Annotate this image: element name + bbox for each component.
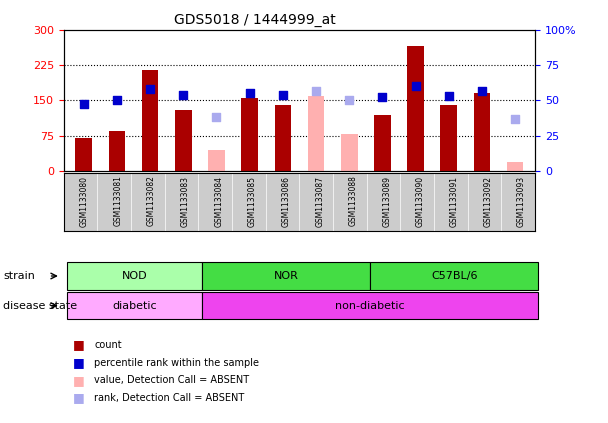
Text: count: count (94, 340, 122, 350)
Text: disease state: disease state (3, 301, 77, 310)
Text: GSM1133080: GSM1133080 (80, 176, 89, 227)
Text: GSM1133087: GSM1133087 (315, 176, 324, 227)
Text: GSM1133088: GSM1133088 (349, 176, 358, 226)
Point (212, 114, 221, 121)
Point (378, 94, 387, 101)
Point (145, 85, 155, 92)
Bar (241, 98, 258, 171)
Point (411, 83, 421, 90)
Bar (374, 115, 391, 171)
Bar (474, 93, 490, 171)
Point (344, 97, 354, 104)
Text: GSM1133082: GSM1133082 (147, 176, 156, 226)
Bar (407, 46, 424, 171)
Bar (142, 70, 159, 171)
Point (245, 90, 255, 97)
Bar (341, 134, 358, 171)
Text: GSM1133093: GSM1133093 (517, 176, 526, 227)
Point (510, 116, 520, 123)
Text: GSM1133085: GSM1133085 (248, 176, 257, 227)
Point (178, 91, 188, 98)
Bar (75, 138, 92, 171)
Text: GSM1133090: GSM1133090 (416, 176, 425, 227)
Point (278, 91, 288, 98)
Text: NOD: NOD (122, 271, 147, 281)
Text: strain: strain (3, 271, 35, 281)
Point (477, 88, 487, 94)
Point (112, 97, 122, 104)
Text: ■: ■ (73, 338, 85, 351)
Bar (275, 105, 291, 171)
Text: GDS5018 / 1444999_at: GDS5018 / 1444999_at (174, 13, 336, 27)
Point (311, 88, 321, 94)
Text: NOR: NOR (274, 271, 299, 281)
Bar (175, 110, 192, 171)
Text: rank, Detection Call = ABSENT: rank, Detection Call = ABSENT (94, 393, 244, 403)
Point (444, 92, 454, 99)
Bar (308, 96, 324, 171)
Text: GSM1133089: GSM1133089 (382, 176, 392, 227)
Bar (208, 150, 225, 171)
Text: percentile rank within the sample: percentile rank within the sample (94, 357, 259, 368)
Text: value, Detection Call = ABSENT: value, Detection Call = ABSENT (94, 375, 249, 385)
Text: ■: ■ (73, 392, 85, 404)
Text: non-diabetic: non-diabetic (335, 301, 405, 310)
Bar (109, 131, 125, 171)
Text: ■: ■ (73, 374, 85, 387)
Bar (507, 162, 523, 171)
Text: GSM1133083: GSM1133083 (181, 176, 190, 227)
Point (79, 100, 89, 107)
Text: diabetic: diabetic (112, 301, 157, 310)
Text: GSM1133081: GSM1133081 (113, 176, 122, 226)
Text: GSM1133092: GSM1133092 (483, 176, 492, 227)
Text: C57BL/6: C57BL/6 (431, 271, 477, 281)
Text: GSM1133084: GSM1133084 (214, 176, 223, 227)
Text: GSM1133086: GSM1133086 (282, 176, 291, 227)
Text: GSM1133091: GSM1133091 (450, 176, 459, 227)
Bar (440, 105, 457, 171)
Text: ■: ■ (73, 356, 85, 369)
